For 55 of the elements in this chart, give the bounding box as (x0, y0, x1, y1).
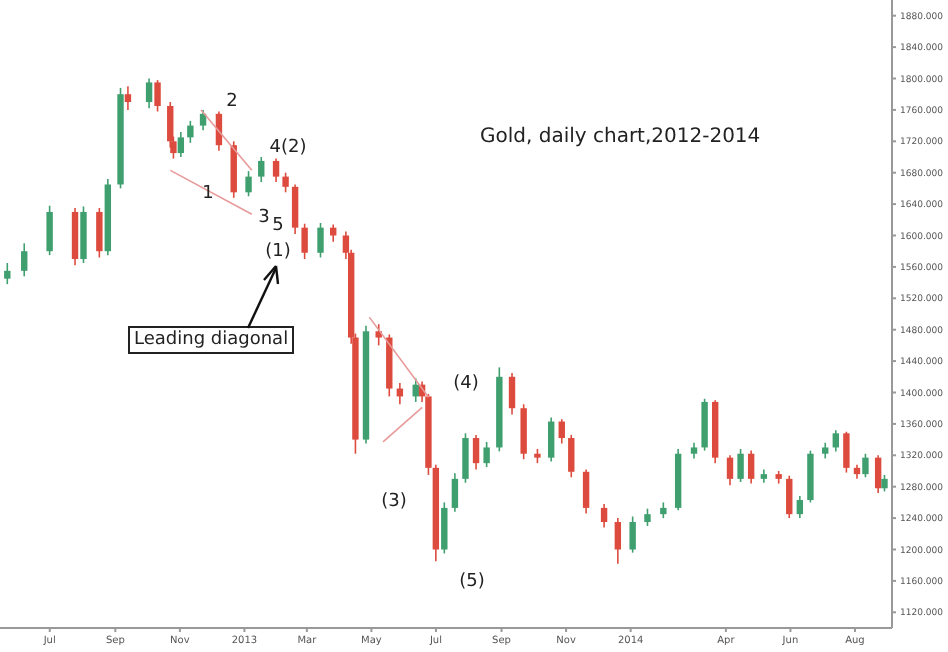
candlestick (441, 501, 448, 555)
text: Gold, daily chart,2012-2014 (480, 126, 761, 148)
candlestick (124, 85, 132, 111)
candlestick (558, 418, 565, 445)
candlestick (726, 454, 734, 486)
annotation: (4) (453, 374, 479, 394)
annotation: 4(2) (269, 138, 307, 158)
candlestick (547, 416, 555, 463)
candlestick (258, 156, 265, 183)
candlestick (832, 429, 840, 453)
annotation: 2 (226, 92, 238, 112)
candlestick (4, 262, 11, 285)
candlestick (451, 472, 459, 513)
candlestick (614, 517, 622, 565)
candlestick (317, 222, 324, 259)
candlestick (737, 448, 744, 483)
candlestick (520, 403, 527, 461)
annotation: 5 (272, 216, 284, 236)
candlestick (272, 157, 280, 183)
candlestick (582, 468, 590, 515)
candlestick (472, 434, 480, 471)
candlestick (154, 79, 161, 113)
candlestick (600, 503, 608, 529)
candlestick (177, 131, 185, 158)
candlestick (199, 109, 207, 132)
candlestick (71, 207, 79, 267)
candlestick (874, 454, 882, 494)
annotation: 1 (202, 184, 214, 204)
candlestick (291, 183, 299, 235)
annotation: (5) (459, 572, 485, 592)
candlestick (629, 515, 636, 554)
candlestick (96, 207, 103, 259)
annotation: Leading diagonal (128, 326, 295, 354)
candlestick (46, 204, 53, 256)
candlestick (568, 434, 575, 479)
candlestick (245, 170, 252, 198)
candlestick (796, 495, 804, 519)
candlestick (483, 441, 490, 468)
candlestick (145, 77, 153, 110)
candlestick (862, 452, 869, 479)
candlestick (462, 432, 469, 484)
candlestick (301, 222, 308, 260)
candlestick (282, 171, 289, 194)
candlestick (21, 242, 28, 278)
annotation: (1) (265, 242, 291, 262)
candlestick (843, 430, 850, 474)
candlestick (187, 120, 194, 144)
candlestick (508, 372, 516, 416)
annotation: (3) (381, 492, 407, 512)
candlestick (80, 205, 87, 264)
candlestick (747, 449, 755, 485)
candlestick (807, 449, 814, 504)
candlestick (786, 474, 793, 519)
candlestick (701, 397, 708, 452)
annotation: 3 (258, 208, 270, 228)
